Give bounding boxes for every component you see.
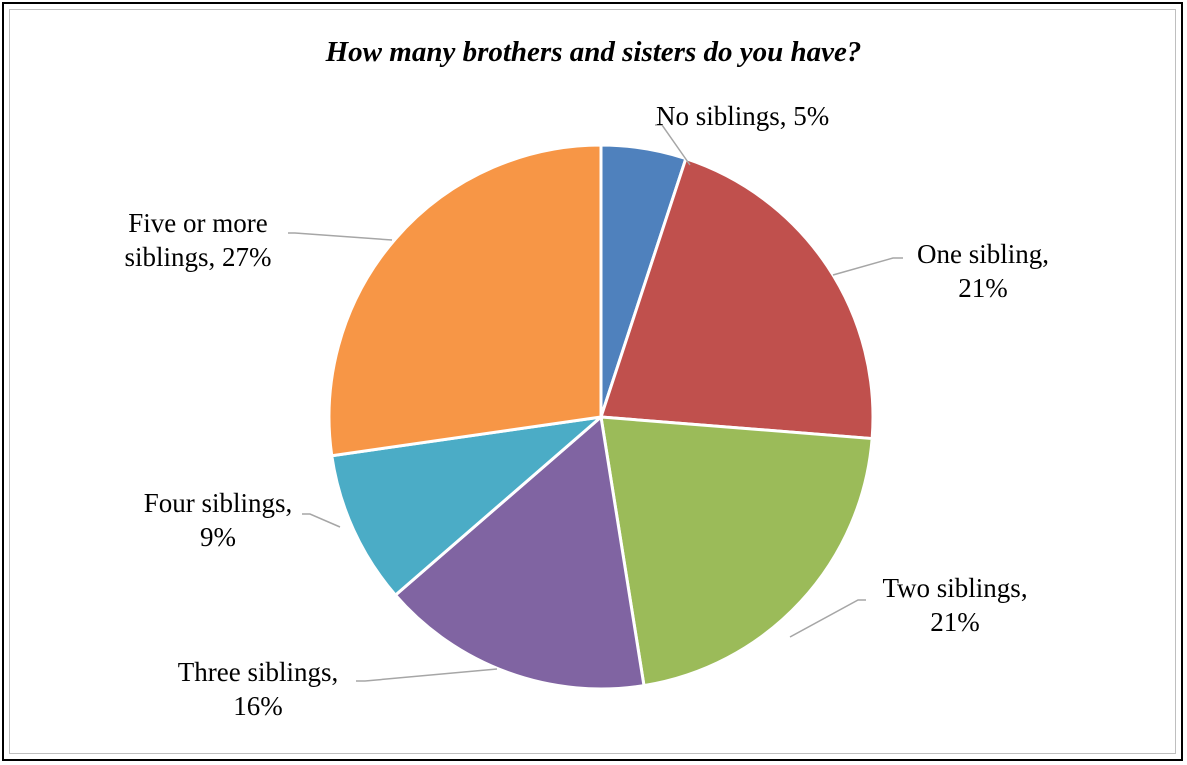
data-label: Two siblings, 21%	[882, 573, 1027, 637]
pie-slice-three-siblings	[393, 415, 646, 691]
pie-slice-five-or-more-siblings	[327, 143, 603, 458]
data-label: Five or more siblings, 27%	[124, 208, 271, 272]
leader-line	[655, 124, 691, 166]
pie-slice-two-siblings	[599, 415, 874, 688]
leader-line	[832, 257, 903, 276]
leader-line	[288, 232, 393, 241]
data-label: Four siblings, 9%	[144, 488, 293, 552]
data-labels: No siblings, 5% One sibling, 21% Two siblin…	[124, 101, 1049, 721]
chart-title: How many brothers and sisters do you hav…	[325, 36, 862, 68]
pie-slice-one-sibling	[599, 157, 875, 441]
pie-slice-four-siblings	[330, 415, 603, 597]
data-label: One sibling, 21%	[917, 239, 1049, 303]
leader-line	[356, 668, 498, 682]
data-label: No siblings, 5%	[656, 101, 829, 131]
chart-area-border	[9, 9, 1176, 754]
leader-line	[302, 513, 341, 528]
data-label: Three siblings, 16%	[178, 657, 338, 721]
leader-lines	[288, 124, 903, 682]
pie-slices	[327, 143, 875, 691]
leader-line	[789, 599, 866, 638]
